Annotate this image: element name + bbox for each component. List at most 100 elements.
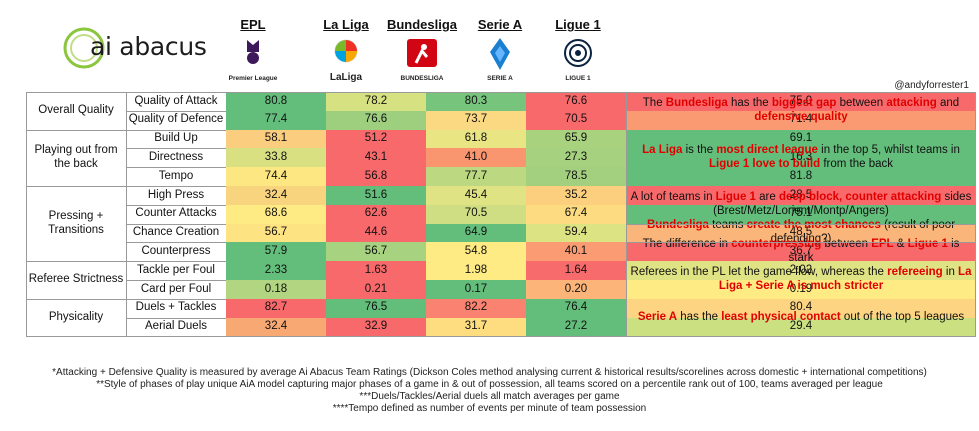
- commentary-note: Referees in the PL let the game flow, wh…: [630, 261, 972, 299]
- group-label: Overall Quality: [38, 103, 114, 116]
- league-name-serie-a: Serie A: [477, 17, 523, 32]
- value-cell: 74.4: [226, 167, 326, 186]
- grid-line: [126, 223, 226, 225]
- badge-label: SERIE A: [487, 75, 513, 82]
- value-cell: 75.1: [626, 204, 976, 224]
- value-cell: 16.3: [626, 148, 976, 168]
- highlight-text: Bundesliga: [665, 97, 728, 109]
- note-text: from the back: [820, 157, 894, 170]
- metric-label: Tackle per Foul: [137, 263, 215, 276]
- metric-label: Chance Creation: [132, 226, 220, 239]
- value-cell: 43.1: [326, 148, 426, 168]
- value-cell: 56.7: [326, 242, 426, 262]
- premier-league-badge-icon: Premier League: [229, 40, 278, 82]
- value-cell: 48.5: [626, 223, 976, 243]
- ligue-1-badge-icon: LIGUE 1: [564, 39, 592, 82]
- value-cell: 44.6: [326, 223, 426, 243]
- value-cell: 73.7: [426, 110, 526, 130]
- metric-label: Counterpress: [141, 244, 211, 257]
- league-comparison-table: Overall Quality Quality of Attack 80.8 78.2…: [26, 92, 976, 356]
- value-cell: 58.1: [226, 129, 326, 149]
- grid-line: [126, 317, 226, 319]
- note-text: Referees in the PL let the game flow, wh…: [630, 266, 888, 279]
- value-cell: 41.0: [426, 148, 526, 168]
- value-cell: 40.1: [526, 242, 626, 262]
- highlight-text: Bundesliga: [646, 219, 709, 232]
- footnote: ***Duels/Tackles/Aerial duels all match …: [359, 391, 620, 402]
- highlight-text: least physical contact: [721, 310, 841, 323]
- value-cell: 35.2: [526, 186, 626, 205]
- value-cell: 82.2: [426, 298, 526, 318]
- value-cell: 80.4: [626, 298, 976, 318]
- value-cell: 70.5: [426, 204, 526, 224]
- value-cell: 76.6: [326, 110, 426, 130]
- value-cell: 27.2: [526, 317, 626, 337]
- metric-label: Quality of Defence: [128, 113, 224, 126]
- highlight-text: Ligue 1: [715, 191, 756, 203]
- highlight-text: biggest gap: [771, 97, 837, 109]
- laliga-badge-icon: LaLiga: [330, 39, 363, 83]
- note-text: and: [936, 97, 960, 109]
- grid-line: [26, 92, 976, 93]
- commentary-note: The Bundesliga has the biggest gap betwe…: [630, 92, 972, 130]
- note-text: The difference in: [642, 238, 732, 250]
- value-cell: 2.33: [226, 261, 326, 280]
- group-label: Physicality: [48, 310, 104, 323]
- value-cell: 2.02: [626, 261, 976, 280]
- value-cell: 45.4: [426, 186, 526, 205]
- value-cell: 56.7: [226, 223, 326, 243]
- value-cell: 77.7: [426, 167, 526, 186]
- commentary-note: Bundesliga teams create the most chances…: [630, 219, 972, 245]
- value-cell: 56.8: [326, 167, 426, 186]
- highlight-text: counterpressing: [731, 238, 822, 250]
- value-cell: 36.7: [626, 242, 976, 262]
- metric-label: Aerial Duels: [145, 320, 207, 333]
- value-cell: 33.8: [226, 148, 326, 168]
- highlight-text: Serie A: [637, 310, 678, 323]
- note-text: The: [642, 97, 666, 109]
- logo-text: ai abacus: [90, 32, 207, 61]
- value-cell: 76.4: [526, 298, 626, 318]
- note-text: A lot of teams in: [630, 191, 716, 203]
- badge-label: BUNDESLIGA: [401, 75, 444, 82]
- note-text: teams: [708, 219, 747, 232]
- commentary-note: The difference in counterpressing betwee…: [630, 238, 972, 264]
- value-cell: 51.2: [326, 129, 426, 149]
- value-cell: 67.4: [526, 204, 626, 224]
- value-cell: 68.6: [226, 204, 326, 224]
- note-text: between: [821, 238, 872, 250]
- note-text: in: [942, 266, 959, 279]
- serie-a-badge-icon: SERIE A: [487, 38, 513, 82]
- group-label: Playing out from the back: [34, 143, 118, 170]
- value-cell: 76.6: [526, 92, 626, 111]
- note-text: out of the top 5 leagues: [840, 310, 965, 323]
- metric-label: Build Up: [154, 132, 198, 145]
- value-cell: 61.8: [426, 129, 526, 149]
- highlight-text: Ligue 1 love to build: [708, 157, 821, 170]
- metric-label: Directness: [148, 150, 204, 163]
- grid-line: [126, 280, 226, 281]
- grid-line: [126, 242, 226, 244]
- commentary-note: Serie A has the least physical contact o…: [630, 299, 972, 337]
- value-cell: 0.20: [526, 280, 626, 299]
- value-cell: 28.5: [626, 186, 976, 205]
- commentary-note: La Liga is the most direct league in the…: [630, 130, 972, 186]
- highlight-text: defensive quality: [754, 110, 848, 123]
- value-cell: 0.19: [626, 280, 976, 299]
- value-cell: 59.4: [526, 223, 626, 243]
- value-cell: 1.64: [526, 261, 626, 280]
- grid-line: [626, 223, 976, 225]
- highlight-text: attacking: [886, 97, 937, 109]
- note-text: is the: [682, 143, 717, 156]
- value-cell: 78.2: [326, 92, 426, 111]
- league-name-la-liga: La Liga: [323, 17, 369, 32]
- metric-label: High Press: [147, 188, 205, 201]
- note-text: has the: [727, 97, 772, 109]
- value-cell: 64.9: [426, 223, 526, 243]
- value-cell: 69.1: [626, 129, 976, 149]
- metric-label: Tempo: [158, 169, 194, 182]
- value-cell: 65.9: [526, 129, 626, 149]
- value-cell: 32.4: [226, 186, 326, 205]
- grid-line: [26, 92, 27, 337]
- league-name-epl: EPL: [240, 17, 266, 32]
